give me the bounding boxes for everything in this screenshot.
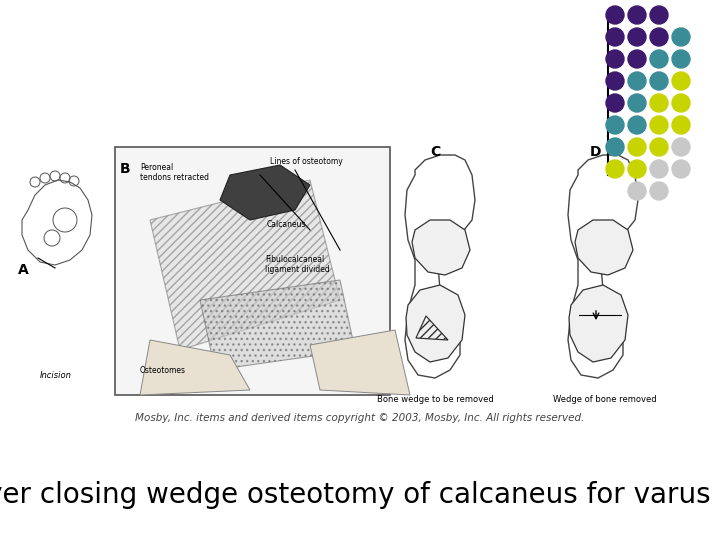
Polygon shape (150, 180, 340, 350)
Text: Osteotomes: Osteotomes (140, 366, 186, 375)
Circle shape (628, 6, 646, 24)
Text: Incision: Incision (40, 370, 72, 380)
Circle shape (628, 138, 646, 156)
Text: Mosby, Inc. items and derived items copyright © 2003, Mosby, Inc. All rights res: Mosby, Inc. items and derived items copy… (135, 413, 585, 423)
Text: Dwyer closing wedge osteotomy of calcaneus for varus heel: Dwyer closing wedge osteotomy of calcane… (0, 481, 720, 509)
Circle shape (672, 50, 690, 68)
Text: A: A (18, 263, 29, 277)
Circle shape (672, 160, 690, 178)
Bar (115, 147, 390, 395)
Circle shape (606, 50, 624, 68)
Text: Bone wedge to be removed: Bone wedge to be removed (377, 395, 493, 404)
Circle shape (650, 160, 668, 178)
Circle shape (628, 28, 646, 46)
Circle shape (672, 94, 690, 112)
Circle shape (606, 28, 624, 46)
Circle shape (650, 138, 668, 156)
Circle shape (672, 138, 690, 156)
Circle shape (672, 28, 690, 46)
Circle shape (606, 116, 624, 134)
Circle shape (650, 94, 668, 112)
Circle shape (628, 182, 646, 200)
Circle shape (606, 160, 624, 178)
Text: C: C (430, 145, 440, 159)
Polygon shape (220, 165, 310, 220)
Polygon shape (569, 285, 628, 362)
Polygon shape (140, 340, 250, 395)
Text: Lines of osteotomy: Lines of osteotomy (270, 157, 343, 166)
Polygon shape (406, 285, 465, 362)
Polygon shape (200, 280, 355, 370)
Circle shape (628, 72, 646, 90)
Circle shape (650, 6, 668, 24)
Text: D: D (590, 145, 601, 159)
Circle shape (606, 72, 624, 90)
Polygon shape (412, 220, 470, 275)
Circle shape (606, 138, 624, 156)
Circle shape (650, 72, 668, 90)
Circle shape (650, 182, 668, 200)
Text: Wedge of bone removed: Wedge of bone removed (553, 395, 657, 404)
Circle shape (650, 50, 668, 68)
Circle shape (672, 72, 690, 90)
Text: B: B (120, 162, 130, 176)
Circle shape (628, 160, 646, 178)
Circle shape (650, 28, 668, 46)
Circle shape (672, 116, 690, 134)
Text: Peroneal
tendons retracted: Peroneal tendons retracted (140, 163, 209, 183)
Circle shape (628, 50, 646, 68)
Text: Fibulocalcaneal
ligament divided: Fibulocalcaneal ligament divided (265, 255, 330, 274)
Polygon shape (310, 330, 410, 395)
Circle shape (606, 6, 624, 24)
Text: Calcaneus: Calcaneus (267, 220, 307, 229)
Circle shape (606, 94, 624, 112)
Circle shape (628, 116, 646, 134)
Circle shape (628, 94, 646, 112)
Polygon shape (575, 220, 633, 275)
Circle shape (650, 116, 668, 134)
